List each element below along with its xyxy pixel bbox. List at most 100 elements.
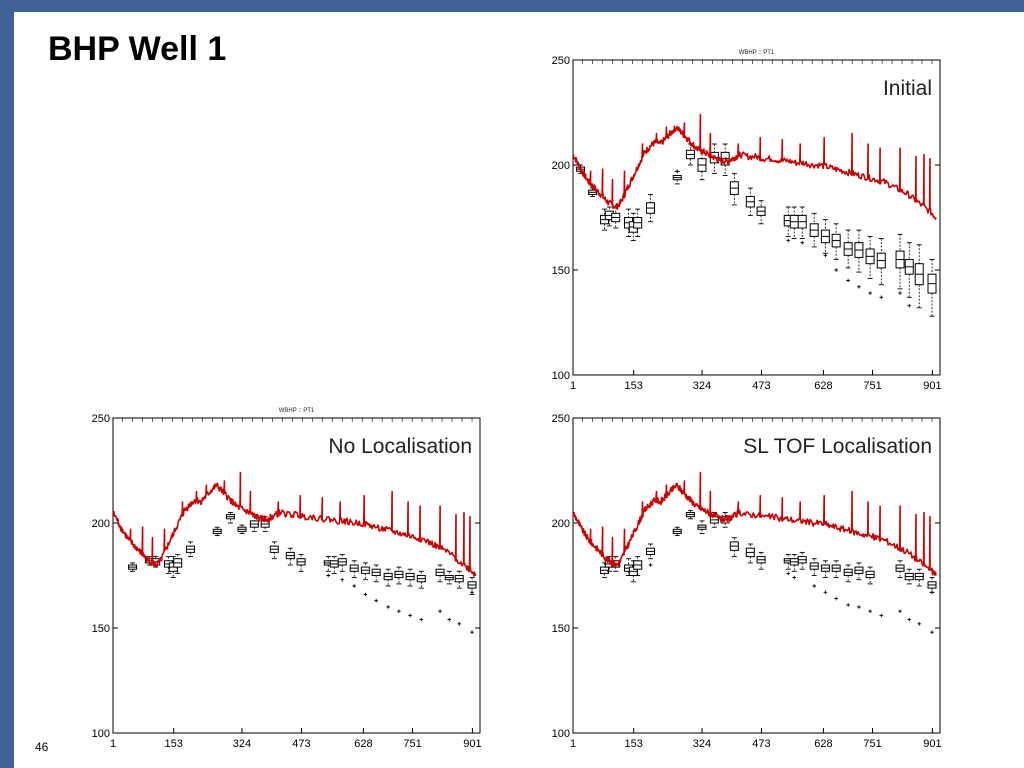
y-tick-label: 100 xyxy=(552,370,570,382)
plot-frame xyxy=(572,417,941,734)
x-tick-label: 628 xyxy=(814,380,832,392)
boxplot xyxy=(729,172,739,206)
boxplot xyxy=(128,562,138,572)
slide-canvas: BHP Well 1 46 WBHP :: PT1 100 150 200 250 1 15… xyxy=(14,12,1024,768)
y-tick-label: 150 xyxy=(92,623,110,635)
boxplot xyxy=(672,170,682,185)
outlier-marker xyxy=(834,268,838,272)
observed-line xyxy=(572,113,937,220)
boxplot xyxy=(756,551,766,570)
boxplot xyxy=(225,512,235,524)
boxplot xyxy=(809,212,819,248)
outlier-marker xyxy=(823,590,828,595)
boxplot xyxy=(904,568,914,585)
x-tick-label: 751 xyxy=(403,738,421,750)
boxplot xyxy=(820,560,830,579)
outlier-marker xyxy=(868,291,872,295)
boxplot xyxy=(865,566,875,585)
y-tick-label: 200 xyxy=(552,160,570,172)
panel-annotation: No Localisation xyxy=(328,435,472,458)
y-tick-label: 150 xyxy=(552,623,570,635)
boxplot xyxy=(895,560,905,579)
outlier-marker xyxy=(930,590,934,595)
plot-frame xyxy=(112,417,481,734)
outlier-marker xyxy=(857,285,861,289)
outlier-marker xyxy=(930,630,934,634)
boxplot xyxy=(394,566,404,585)
outlier-marker xyxy=(786,571,791,576)
observed-line xyxy=(112,471,477,577)
x-tick-label: 901 xyxy=(923,380,941,392)
outlier-marker xyxy=(917,622,922,626)
outlier-marker xyxy=(386,605,390,609)
y-tick-label: 150 xyxy=(552,265,570,277)
x-tick-label: 324 xyxy=(233,738,251,750)
outlier-marker xyxy=(786,238,791,243)
boxplot xyxy=(876,238,886,286)
boxplot xyxy=(789,206,799,239)
boxplot xyxy=(645,543,655,560)
boxplot xyxy=(756,200,766,225)
boxplot xyxy=(865,235,875,279)
outlier-marker xyxy=(447,617,452,622)
boxplot xyxy=(729,537,739,558)
outlier-marker xyxy=(907,303,912,308)
outlier-marker xyxy=(648,563,653,567)
y-tick-label: 200 xyxy=(552,518,570,530)
x-tick-label: 473 xyxy=(752,738,770,750)
boxplot xyxy=(454,570,464,589)
boxplot xyxy=(173,554,183,574)
outlier-marker xyxy=(846,603,850,607)
panel-annotation: Initial xyxy=(883,77,932,100)
outlier-marker xyxy=(374,598,378,603)
boxplot xyxy=(809,558,819,576)
plot-frame xyxy=(572,59,941,376)
boxplot xyxy=(843,564,853,583)
boxplot xyxy=(435,564,445,583)
x-tick-label: 1 xyxy=(570,380,576,392)
x-tick-label: 153 xyxy=(165,738,183,750)
boxplot xyxy=(904,242,914,298)
slide-title: BHP Well 1 xyxy=(48,30,227,68)
y-tick-label: 250 xyxy=(552,55,570,67)
x-tick-label: 628 xyxy=(354,738,372,750)
chart-panel-initial: WBHP :: PT1 100 150 200 250 1 153 324 473 628 751 9… xyxy=(534,28,974,393)
boxplot xyxy=(611,206,621,229)
boxplot xyxy=(685,509,695,520)
boxplot xyxy=(685,143,695,166)
plot-title: WBHP :: PT1 xyxy=(739,50,775,56)
boxplot xyxy=(854,229,864,273)
plot-title: WBHP :: PT1 xyxy=(279,408,315,414)
boxplot xyxy=(383,568,393,587)
boxplot xyxy=(604,206,614,227)
outlier-marker xyxy=(868,609,872,613)
x-tick-label: 153 xyxy=(625,380,643,392)
boxplot xyxy=(797,206,807,239)
x-tick-label: 901 xyxy=(923,738,941,750)
outlier-marker xyxy=(397,609,401,613)
outlier-marker xyxy=(834,596,838,601)
x-tick-label: 1 xyxy=(570,738,576,750)
boxplot xyxy=(237,524,247,534)
boxplot xyxy=(745,187,755,216)
outlier-marker xyxy=(792,575,797,580)
y-tick-label: 250 xyxy=(552,413,570,425)
boxplot xyxy=(927,577,937,593)
outlier-marker xyxy=(823,253,828,258)
panel-annotation: SL TOF Localisation xyxy=(743,435,932,458)
x-tick-label: 473 xyxy=(292,738,310,750)
boxplot xyxy=(296,554,306,572)
boxplot xyxy=(843,229,853,269)
boxplot xyxy=(405,568,415,587)
outlier-marker xyxy=(800,240,805,245)
boxplot xyxy=(360,562,370,581)
boxplot xyxy=(645,193,655,223)
boxplot xyxy=(745,543,755,564)
boxplot xyxy=(371,564,381,583)
boxplot xyxy=(697,520,707,534)
outlier-marker xyxy=(898,609,902,613)
outlier-marker xyxy=(352,584,357,588)
boxplot xyxy=(927,259,937,317)
boxplot xyxy=(914,568,924,587)
